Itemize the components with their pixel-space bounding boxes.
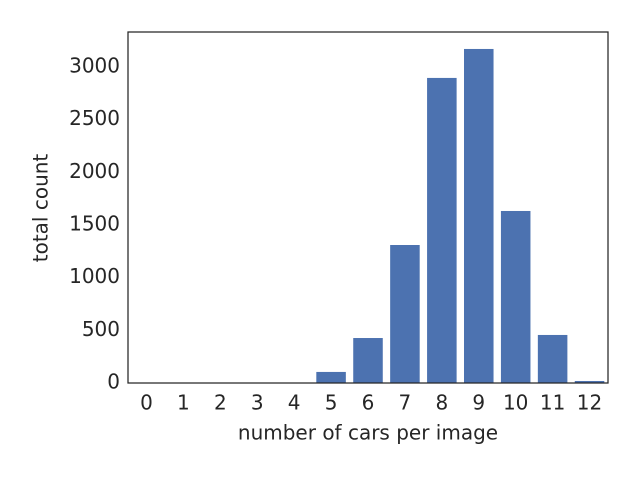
y-tick-label: 2500 [69,106,120,130]
x-tick-label: 4 [288,391,301,415]
x-tick-label: 8 [435,391,448,415]
x-tick-label: 6 [362,391,375,415]
y-tick-label: 1000 [69,264,120,288]
y-tick-label: 3000 [69,53,120,77]
bar [427,77,457,383]
y-tick-label: 500 [82,317,120,341]
y-tick-label: 1500 [69,211,120,235]
y-tick-label: 2000 [69,159,120,183]
plot-frame [127,31,609,384]
bar [353,338,383,383]
x-tick-label: 3 [251,391,264,415]
bar [537,334,568,383]
bar [464,48,494,383]
bar [574,380,605,383]
x-tick-label: 9 [472,391,485,415]
bar [316,371,346,383]
x-tick-label: 12 [577,391,602,415]
y-axis-label: total count [29,154,53,263]
x-tick-label: 0 [140,391,153,415]
bar [500,210,531,383]
x-tick-label: 7 [399,391,412,415]
y-tick-label: 0 [107,370,120,394]
x-tick-label: 2 [214,391,227,415]
x-axis-label: number of cars per image [238,421,498,445]
x-tick-label: 1 [177,391,190,415]
x-tick-label: 10 [503,391,528,415]
bar [390,245,420,383]
x-tick-label: 11 [540,391,565,415]
x-tick-label: 5 [325,391,338,415]
